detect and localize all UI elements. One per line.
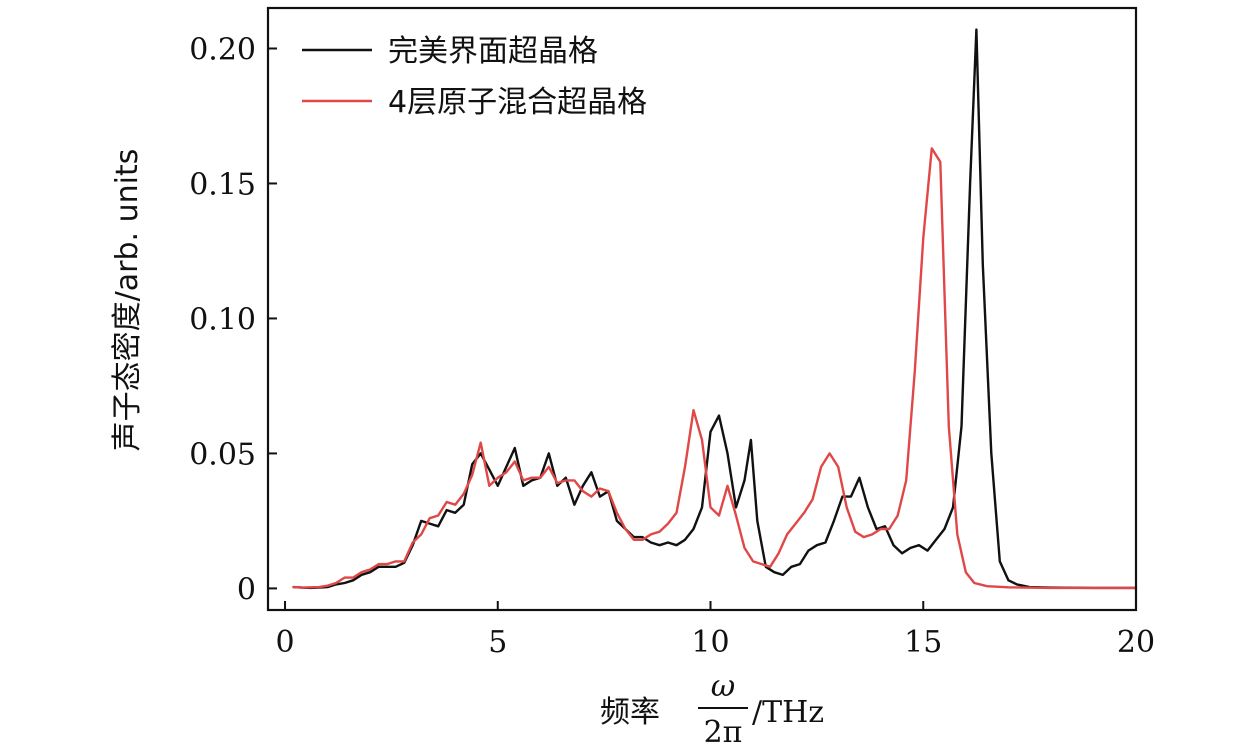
x-tick-label: 0 — [275, 625, 294, 660]
x-axis-label-prefix: 频率 — [600, 695, 660, 730]
tick-layer: 0 5 10 15 20 0 0.05 0.10 0.15 0.20 — [189, 32, 1155, 660]
y-tick-label: 0.10 — [189, 302, 256, 337]
x-axis-label-numerator: ω — [711, 669, 735, 704]
x-axis-label-suffix: /THz — [752, 695, 824, 730]
legend-label-mixed: 4层原子混合超晶格 — [388, 85, 647, 120]
x-tick-label: 10 — [691, 625, 729, 660]
series-line-1 — [292, 147, 1138, 590]
plot-frame — [266, 6, 1138, 612]
y-tick-label: 0 — [237, 572, 256, 607]
y-tick-label: 0.05 — [189, 437, 256, 472]
x-axis-label-denominator: 2π — [704, 715, 743, 750]
x-axis-label: 频率 ω 2π /THz — [600, 669, 824, 750]
x-tick-label: 5 — [488, 625, 507, 660]
series-line-0 — [292, 28, 1138, 590]
legend-label-perfect: 完美界面超晶格 — [388, 34, 598, 69]
y-tick-label: 0.15 — [189, 167, 256, 202]
x-tick-label: 15 — [904, 625, 942, 660]
legend: 完美界面超晶格 4层原子混合超晶格 — [302, 34, 647, 120]
y-axis-label: 声子态密度/arb. units — [110, 149, 145, 452]
series-layer — [292, 28, 1138, 590]
y-tick-label: 0.20 — [189, 32, 256, 67]
x-tick-label: 20 — [1117, 625, 1155, 660]
